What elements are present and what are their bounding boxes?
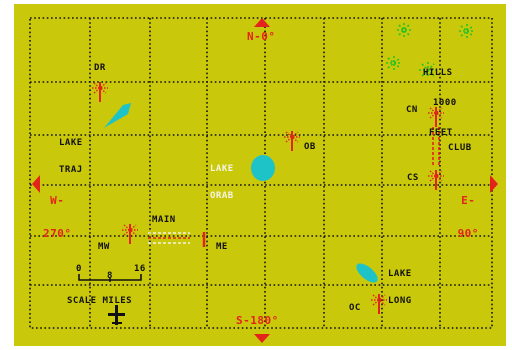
lake-label-orab-line2: ORAB xyxy=(210,191,234,201)
beacon-icon xyxy=(92,82,444,314)
club-strip xyxy=(432,127,440,166)
east-label-line2: 90° xyxy=(457,227,479,240)
east-arrow-icon xyxy=(490,175,498,193)
beacon-label-oc: OC xyxy=(349,303,361,313)
lake-label-long-line2: LONG xyxy=(388,296,412,306)
lake-label-traj-line2: TRAJ xyxy=(59,165,83,175)
club-label: CLUB xyxy=(448,143,472,153)
lake-icon-long xyxy=(356,263,378,283)
map-graphics xyxy=(29,17,498,343)
west-label: W- 270° xyxy=(43,173,72,261)
scale-bar xyxy=(78,274,142,282)
beacon-label-mw: MW xyxy=(98,242,110,252)
scale-tick-8: 8 xyxy=(107,271,113,281)
hills-label-line2: 1000 xyxy=(433,98,457,108)
lake-icon-orab xyxy=(251,155,275,181)
beacon-label-me: ME xyxy=(216,242,228,252)
east-label-line1: E- xyxy=(461,194,476,207)
hills-label-line1: HILLS xyxy=(423,68,453,78)
main-label: MAIN xyxy=(152,215,176,225)
main-runway xyxy=(148,232,190,244)
beacon-label-cs: CS xyxy=(407,173,419,183)
lake-label-orab-line1: LAKE xyxy=(210,164,234,174)
hills-label-line3: FEET xyxy=(429,128,453,138)
west-arrow-icon xyxy=(32,175,40,193)
map-screen: N-0° S-180° W- 270° E- 90° DR OB CN CS M… xyxy=(14,4,506,346)
beacon-label-ob: OB xyxy=(304,142,316,152)
south-label: S-180° xyxy=(236,314,279,327)
scale-tick-0: 0 xyxy=(76,264,82,274)
hills-label: HILLS 1000 FEET xyxy=(423,48,457,158)
lake-label-orab: LAKE ORAB xyxy=(210,147,234,219)
scale-caption: SCALE MILES xyxy=(67,296,133,306)
hill-icon xyxy=(386,23,475,78)
map-grid xyxy=(29,17,493,329)
lake-label-traj: LAKE TRAJ xyxy=(59,121,83,193)
lake-icon-traj xyxy=(104,103,131,128)
west-label-line1: W- xyxy=(50,194,65,207)
beacon-label-dr: DR xyxy=(94,63,106,73)
aircraft-icon xyxy=(108,305,125,325)
beacon-label-cn: CN xyxy=(406,105,418,115)
north-label: N-0° xyxy=(247,30,276,43)
west-label-line2: 270° xyxy=(43,227,72,240)
lake-label-long-line1: LAKE xyxy=(388,269,412,279)
south-arrow-icon xyxy=(254,334,270,343)
lake-label-traj-line1: LAKE xyxy=(59,138,83,148)
lake-label-long: LAKE LONG xyxy=(388,252,412,324)
east-label: E- 90° xyxy=(454,173,483,261)
scale-tick-16: 16 xyxy=(134,264,146,274)
north-arrow-icon xyxy=(254,18,270,27)
